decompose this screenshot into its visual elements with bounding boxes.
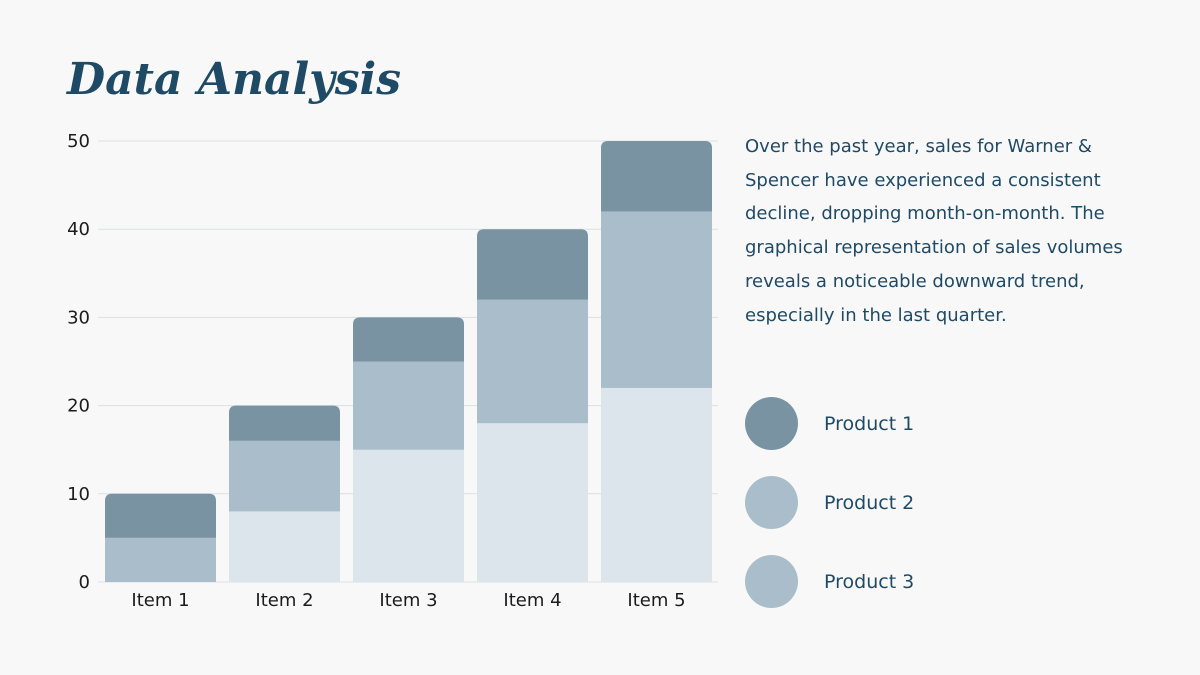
y-tick-label: 20	[67, 396, 90, 417]
bar-item-4-product-3	[477, 423, 588, 582]
bar-item-4-product-1	[477, 229, 588, 300]
bar-item-3-product-3	[353, 449, 464, 582]
bar-item-2-product-2	[229, 440, 340, 512]
y-tick-label: 40	[67, 219, 90, 240]
legend-label-product-3: Product 3	[824, 570, 915, 593]
legend-item-product-2: Product 2	[745, 476, 914, 529]
x-category-label: Item 1	[131, 590, 189, 611]
sales-description: Over the past year, sales for Warner & S…	[745, 136, 1123, 326]
legend-swatch-product-3	[745, 555, 798, 608]
chart-legend: Product 1 Product 2 Product 3	[745, 397, 914, 634]
legend-label-product-2: Product 2	[824, 491, 915, 514]
legend-item-product-1: Product 1	[745, 397, 914, 450]
y-tick-label: 30	[67, 307, 90, 328]
y-tick-label: 0	[79, 572, 90, 593]
bar-item-1-product-2	[105, 537, 216, 582]
bar-item-5-product-1	[601, 141, 712, 212]
bar-item-4-product-2	[477, 299, 588, 424]
bar-item-5-product-3	[601, 387, 712, 582]
bar-item-5-product-2	[601, 211, 712, 388]
bar-item-1-product-1	[105, 493, 216, 538]
legend-item-product-3: Product 3	[745, 555, 914, 608]
y-tick-label: 10	[67, 484, 90, 505]
x-category-label: Item 4	[503, 590, 561, 611]
bar-item-2-product-1	[229, 405, 340, 441]
bar-item-2-product-3	[229, 511, 340, 582]
legend-swatch-product-1	[745, 397, 798, 450]
chart-bars	[105, 141, 712, 582]
slide-title: Data Analysis	[67, 54, 401, 105]
legend-label-product-1: Product 1	[824, 412, 915, 435]
chart-x-categories: Item 1 Item 2 Item 3 Item 4 Item 5	[131, 590, 685, 611]
x-category-label: Item 2	[255, 590, 313, 611]
x-category-label: Item 5	[627, 590, 685, 611]
chart-y-ticks: 0 10 20 30 40 50	[67, 131, 90, 593]
y-tick-label: 50	[67, 131, 90, 152]
bar-item-3-product-1	[353, 317, 464, 362]
legend-swatch-product-2	[745, 476, 798, 529]
bar-item-3-product-2	[353, 361, 464, 450]
x-category-label: Item 3	[379, 590, 437, 611]
